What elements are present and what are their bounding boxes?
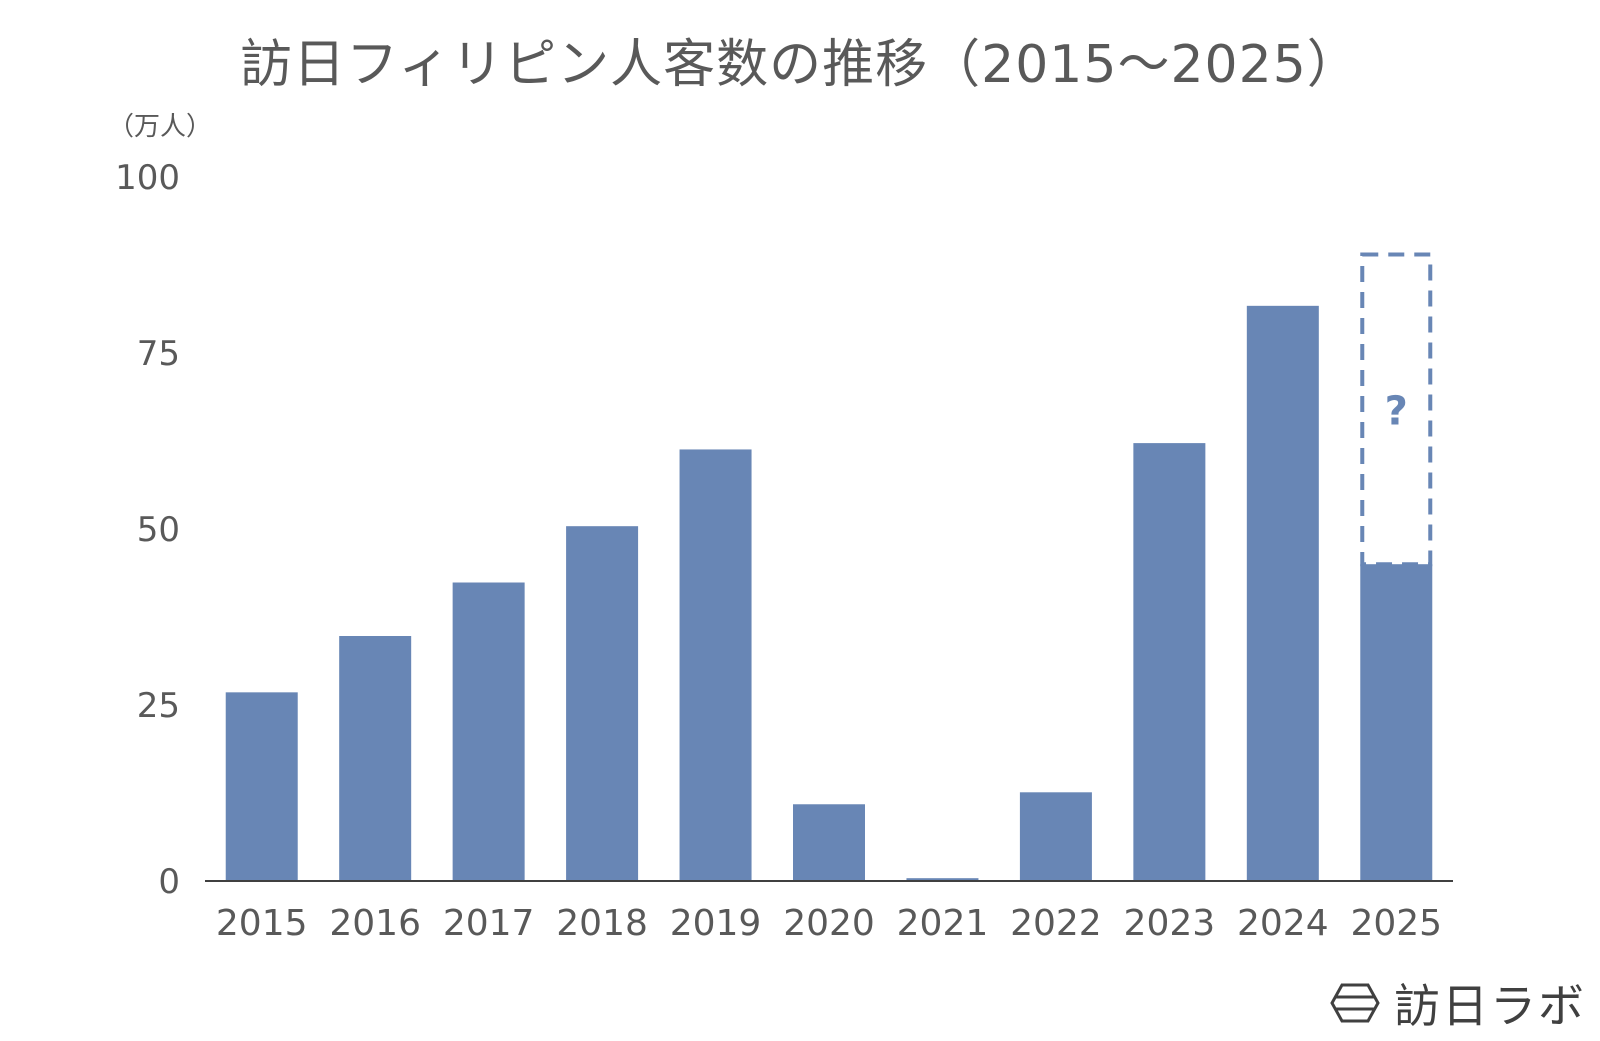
- x-tick-label-2016: 2016: [329, 903, 421, 944]
- y-axis-ticks: 0 25 50 75 100: [115, 158, 180, 902]
- x-tick-label-2024: 2024: [1237, 903, 1329, 944]
- projection-label: ?: [1385, 388, 1408, 434]
- y-tick-label: 75: [137, 334, 180, 374]
- x-tick-label-2020: 2020: [783, 903, 875, 944]
- x-tick-label-2021: 2021: [897, 903, 989, 944]
- brand-logo-text: 訪日ラボ: [1394, 979, 1586, 1033]
- bars: [225, 305, 1433, 881]
- x-axis-tick-labels: 2015 2016 2017 2018 2019 2020 2021 2022 2023 2024…: [216, 903, 1442, 944]
- y-tick-label: 25: [137, 686, 180, 726]
- chart-title: 訪日フィリピン人客数の推移（2015～2025）: [240, 35, 1360, 95]
- bar-2022: [1019, 792, 1092, 881]
- bar-2025: [1360, 564, 1433, 881]
- y-tick-label: 0: [158, 862, 180, 902]
- bar-2017: [452, 582, 525, 881]
- bar-2024: [1246, 305, 1319, 881]
- bar-2021: [906, 878, 979, 881]
- y-tick-label: 50: [137, 510, 180, 550]
- x-tick-label-2018: 2018: [556, 903, 648, 944]
- x-tick-label-2017: 2017: [443, 903, 535, 944]
- y-tick-label: 100: [115, 158, 180, 198]
- projection-group: ?: [1360, 252, 1433, 567]
- x-tick-label-2025: 2025: [1350, 903, 1442, 944]
- x-tick-label-2015: 2015: [216, 903, 308, 944]
- bar-2019: [679, 449, 752, 881]
- bar-2015: [225, 692, 298, 881]
- brand-logo: 訪日ラボ: [1330, 978, 1586, 1033]
- y-axis-unit-label: （万人）: [108, 112, 212, 142]
- projection-box-2025: [1360, 252, 1433, 567]
- bar-2020: [793, 804, 865, 881]
- bar-2018: [566, 526, 639, 881]
- x-tick-label-2019: 2019: [670, 903, 762, 944]
- x-tick-label-2022: 2022: [1010, 903, 1102, 944]
- hexagon-logo-icon: [1330, 983, 1380, 1023]
- bar-2023: [1133, 443, 1206, 881]
- x-tick-label-2023: 2023: [1124, 903, 1216, 944]
- bar-2016: [339, 636, 412, 881]
